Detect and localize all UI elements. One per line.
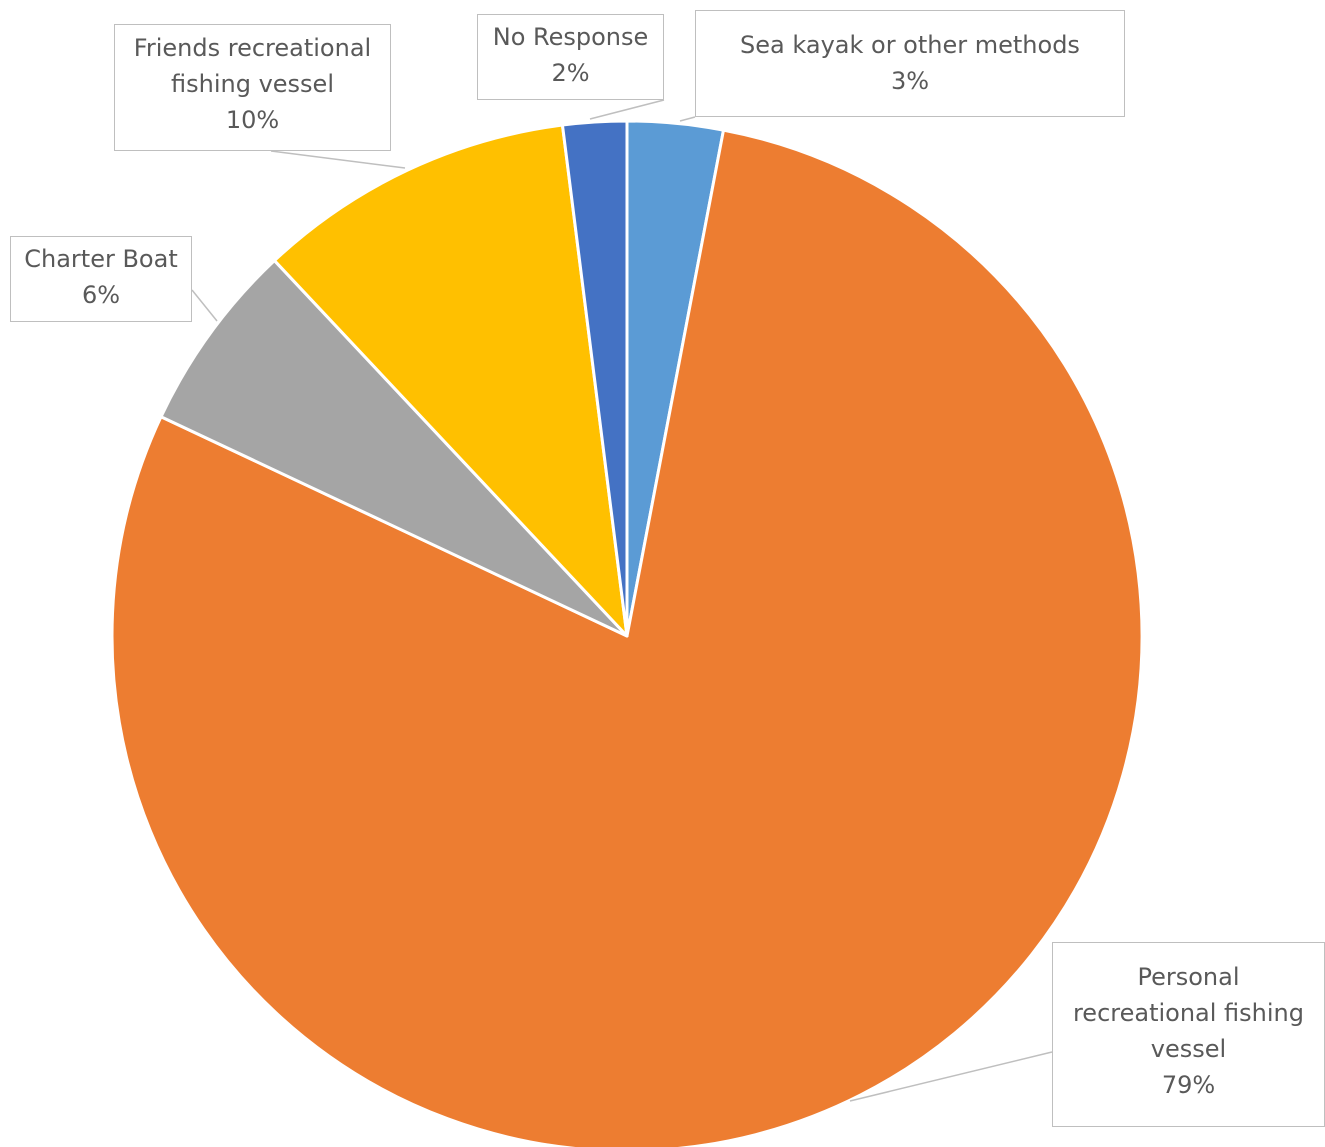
- label-percent: 6%: [81, 281, 121, 309]
- label-category: Sea kayak or other methods: [740, 31, 1080, 59]
- leader-line-charter-boat: [191, 289, 218, 322]
- label-category-line-3: vessel: [1150, 1035, 1227, 1063]
- leader-line-sea-kayak: [679, 116, 696, 122]
- label-percent: 10%: [225, 106, 280, 134]
- label-category-line-2: fishing vessel: [171, 70, 334, 98]
- label-percent: 79%: [1161, 1071, 1216, 1099]
- label-category-line-2: recreational fishing: [1072, 999, 1305, 1027]
- label-category-line-1: Personal: [1137, 963, 1240, 991]
- slice-personal-vessel: [110, 128, 1144, 1147]
- data-label-personal-vessel: Personal recreational fishing vessel 79%: [1052, 942, 1325, 1127]
- slice-no-response: [560, 119, 629, 638]
- label-category: Charter Boat: [24, 245, 178, 273]
- label-percent: 2%: [551, 59, 590, 87]
- leader-line-friends-vessel: [270, 150, 406, 169]
- label-percent: 3%: [890, 67, 930, 95]
- leader-line-personal-vessel: [849, 1051, 1053, 1102]
- data-label-sea-kayak: Sea kayak or other methods 3%: [695, 10, 1125, 117]
- data-label-no-response: No Response 2%: [477, 14, 664, 100]
- label-category: No Response: [492, 23, 649, 51]
- leader-line-no-response: [589, 99, 665, 120]
- data-label-friends-vessel: Friends recreational fishing vessel 10%: [114, 24, 391, 151]
- data-label-charter-boat: Charter Boat 6%: [10, 236, 192, 322]
- slice-friends-vessel: [272, 123, 629, 638]
- slice-charter-boat: [159, 259, 629, 638]
- label-category-line-1: Friends recreational: [133, 34, 372, 62]
